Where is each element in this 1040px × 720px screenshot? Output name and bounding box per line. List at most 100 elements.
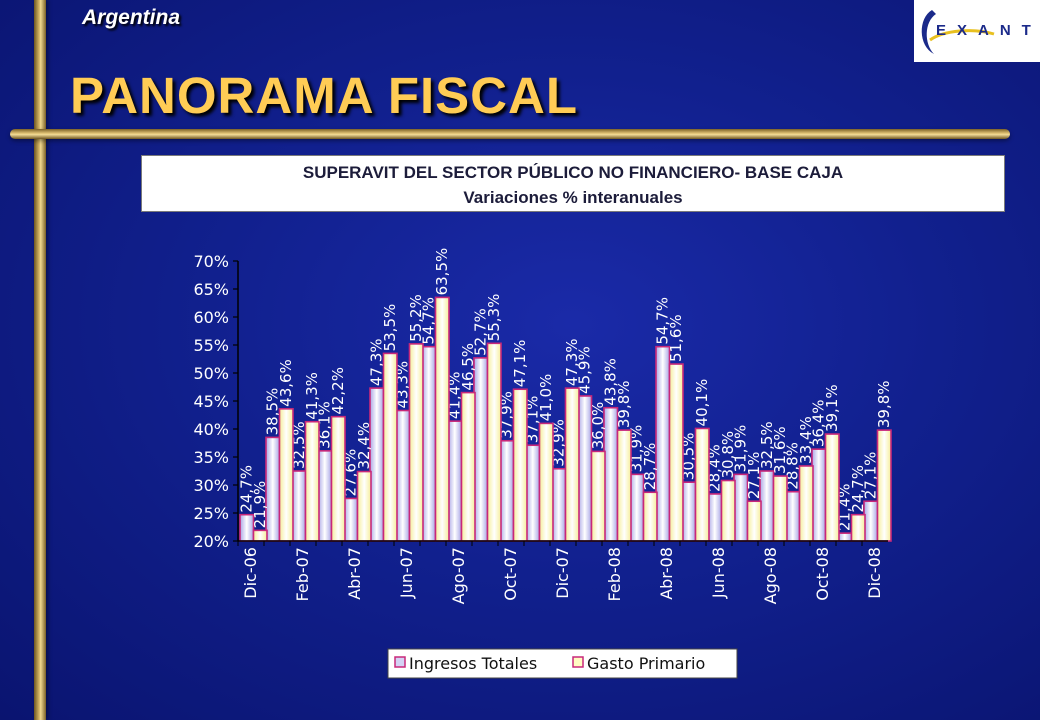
- x-tick-label-20: Ago-08: [761, 547, 780, 604]
- bar-gasto-12: [564, 387, 580, 542]
- data-label-gasto-19: 27,1%: [745, 452, 763, 500]
- data-label-gasto-11: 41,0%: [537, 374, 555, 422]
- data-label-gasto-2: 41,3%: [303, 372, 321, 420]
- data-label-gasto-13: 36,0%: [589, 402, 607, 450]
- data-label-ingresos-21: 28,8%: [784, 442, 802, 490]
- logo-text: EXANTE: [936, 22, 1040, 39]
- bar-gasto-14: [616, 429, 632, 542]
- data-label-gasto-24: 39,8%: [875, 380, 893, 428]
- data-label-gasto-1: 43,6%: [277, 359, 295, 407]
- x-tick-label-6: Jun-07: [397, 547, 416, 599]
- bar-ingresos-18: [707, 493, 723, 542]
- data-label-gasto-16: 51,6%: [667, 314, 685, 362]
- legend-swatch-ingresos: [394, 656, 406, 668]
- y-tick-label-0: 20%: [193, 532, 229, 551]
- x-tick-label-2: Feb-07: [293, 547, 312, 601]
- data-label-ingresos-8: 41,4%: [446, 372, 464, 420]
- bar-gasto-1: [278, 408, 294, 542]
- gold-horizontal-rule: [10, 129, 1010, 139]
- data-label-ingresos-11: 37,1%: [524, 396, 542, 444]
- data-label-ingresos-1: 38,5%: [264, 388, 282, 436]
- x-tick-label-8: Ago-07: [449, 547, 468, 604]
- logo-swoosh-icon: [921, 10, 995, 54]
- data-label-ingresos-13: 45,9%: [576, 346, 594, 394]
- y-tick-label-2: 30%: [193, 476, 229, 495]
- data-label-ingresos-4: 27,6%: [342, 449, 360, 497]
- bar-gasto-6: [408, 343, 424, 542]
- bar-gasto-18: [720, 479, 736, 542]
- data-label-ingresos-10: 37,9%: [498, 391, 516, 439]
- legend-swatch-gasto: [572, 656, 584, 668]
- x-tick-label-10: Oct-07: [501, 547, 520, 601]
- bar-gasto-15: [642, 491, 658, 542]
- data-label-gasto-5: 53,5%: [381, 304, 399, 352]
- data-label-gasto-15: 28,7%: [641, 443, 659, 491]
- bar-gasto-8: [460, 391, 476, 542]
- bar-gasto-5: [382, 352, 398, 542]
- legend-label-gasto: Gasto Primario: [587, 654, 705, 673]
- y-tick-label-5: 45%: [193, 392, 229, 411]
- data-label-ingresos-23: 21,4%: [836, 484, 854, 532]
- data-label-gasto-6: 55,2%: [407, 294, 425, 342]
- bar-ingresos-4: [343, 497, 359, 542]
- data-label-gasto-4: 32,4%: [355, 422, 373, 470]
- data-label-gasto-14: 39,8%: [615, 380, 633, 428]
- data-label-ingresos-2: 32,5%: [290, 421, 308, 469]
- data-label-gasto-21: 33,4%: [797, 416, 815, 464]
- bar-gasto-22: [824, 433, 840, 542]
- y-tick-label-4: 40%: [193, 420, 229, 439]
- x-tick-label-0: Dic-06: [241, 547, 260, 599]
- data-label-gasto-8: 46,5%: [459, 343, 477, 391]
- data-label-gasto-20: 31,6%: [771, 426, 789, 474]
- data-label-ingresos-5: 47,3%: [368, 338, 386, 386]
- chart-title-box: SUPERAVIT DEL SECTOR PÚBLICO NO FINANCIE…: [141, 155, 1005, 212]
- bar-ingresos-6: [395, 409, 411, 542]
- gold-vertical-rule: [34, 0, 46, 720]
- y-tick-label-9: 65%: [193, 280, 229, 299]
- bar-gasto-21: [798, 465, 814, 542]
- x-tick-label-12: Dic-07: [553, 547, 572, 599]
- y-tick-label-6: 50%: [193, 364, 229, 383]
- bar-gasto-4: [356, 470, 372, 542]
- data-label-gasto-7: 63,5%: [433, 248, 451, 296]
- data-label-ingresos-15: 31,9%: [628, 425, 646, 473]
- y-tick-label-8: 60%: [193, 308, 229, 327]
- bar-ingresos-8: [447, 420, 463, 542]
- chart-title: SUPERAVIT DEL SECTOR PÚBLICO NO FINANCIE…: [302, 163, 844, 182]
- bar-ingresos-12: [551, 467, 567, 542]
- data-label-ingresos-12: 32,9%: [550, 419, 568, 467]
- data-label-gasto-0: 21,9%: [251, 481, 269, 529]
- y-tick-label-10: 70%: [193, 252, 229, 271]
- y-tick-label-3: 35%: [193, 448, 229, 467]
- y-tick-label-1: 25%: [193, 504, 229, 523]
- bar-ingresos-3: [317, 450, 333, 542]
- data-label-ingresos-0: 24,7%: [238, 465, 256, 513]
- bar-gasto-24: [876, 429, 892, 542]
- data-label-gasto-17: 40,1%: [693, 379, 711, 427]
- data-label-gasto-3: 42,2%: [329, 367, 347, 415]
- data-label-ingresos-22: 36,4%: [810, 400, 828, 448]
- bar-gasto-2: [304, 420, 320, 542]
- company-logo: EXANTE: [914, 0, 1040, 62]
- bar-gasto-7: [434, 296, 450, 542]
- data-label-gasto-9: 55,3%: [485, 294, 503, 342]
- data-label-gasto-23: 24,7%: [849, 465, 867, 513]
- chart-subtitle: Variaciones % interanuales: [463, 188, 683, 207]
- data-label-ingresos-18: 28,4%: [706, 444, 724, 492]
- country-label: Argentina: [82, 6, 181, 29]
- bar-ingresos-2: [291, 470, 307, 542]
- x-tick-label-16: Abr-08: [657, 547, 676, 600]
- x-tick-label-18: Jun-08: [709, 547, 728, 599]
- bar-gasto-17: [694, 427, 710, 542]
- data-label-ingresos-3: 36,1%: [316, 401, 334, 449]
- bar-gasto-3: [330, 415, 346, 542]
- bar-gasto-9: [486, 342, 502, 542]
- bar-ingresos-11: [525, 444, 541, 542]
- legend-label-ingresos: Ingresos Totales: [409, 654, 537, 673]
- data-label-gasto-12: 47,3%: [563, 338, 581, 386]
- y-tick-label-7: 55%: [193, 336, 229, 355]
- data-label-ingresos-16: 54,7%: [654, 297, 672, 345]
- x-tick-label-24: Dic-08: [865, 547, 884, 599]
- data-label-ingresos-19: 31,9%: [732, 425, 750, 473]
- bar-gasto-0: [252, 529, 268, 542]
